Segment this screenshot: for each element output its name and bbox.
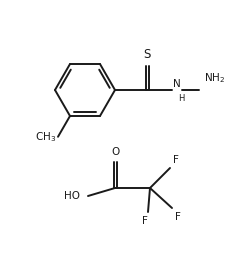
Text: F: F bbox=[175, 212, 181, 222]
Text: HO: HO bbox=[64, 191, 80, 201]
Text: O: O bbox=[111, 147, 119, 157]
Text: N: N bbox=[173, 79, 181, 89]
Text: F: F bbox=[142, 216, 148, 226]
Text: NH$_2$: NH$_2$ bbox=[204, 71, 225, 85]
Text: F: F bbox=[173, 155, 179, 165]
Text: S: S bbox=[143, 48, 151, 61]
Text: H: H bbox=[178, 94, 184, 103]
Text: CH$_3$: CH$_3$ bbox=[35, 130, 56, 144]
